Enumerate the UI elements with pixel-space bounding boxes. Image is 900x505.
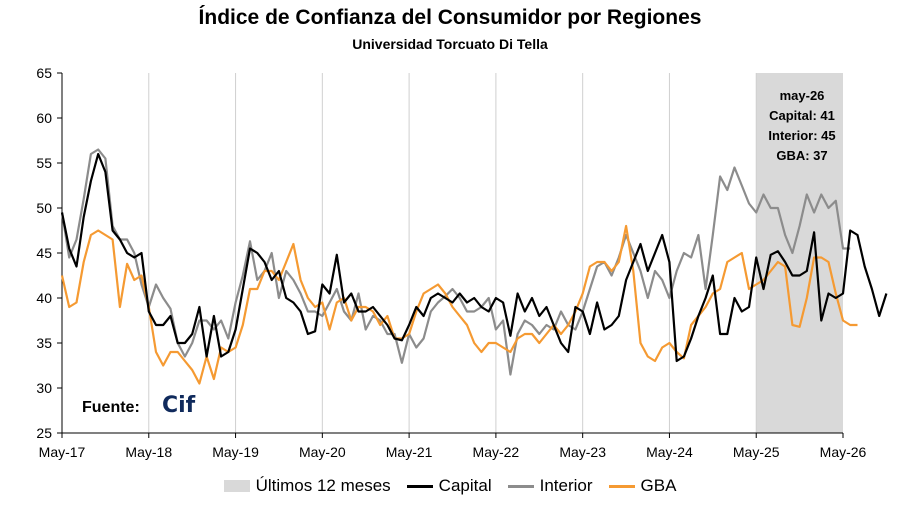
legend-swatch-capital <box>406 484 433 488</box>
source-text: Fuente: <box>82 399 140 416</box>
legend-label-interior: Interior <box>539 476 593 495</box>
x-tick-label: May-25 <box>733 444 780 460</box>
x-tick-label: May-23 <box>559 444 606 460</box>
y-tick-label: 60 <box>36 110 52 126</box>
y-tick-label: 50 <box>36 200 52 216</box>
legend-item-interior: Interior <box>507 476 593 496</box>
y-tick-label: 30 <box>36 380 52 396</box>
x-tick-label: May-17 <box>39 444 86 460</box>
legend: Últimos 12 meses Capital Interior GBA <box>0 474 900 498</box>
chart-title: Índice de Confianza del Consumidor por R… <box>198 6 702 29</box>
series-line-gba <box>60 224 858 385</box>
x-tick-label: May-22 <box>473 444 520 460</box>
y-tick-label: 35 <box>36 335 52 351</box>
series-line-capital <box>60 152 888 363</box>
legend-label-capital: Capital <box>438 476 492 495</box>
legend-swatch-interior <box>507 484 534 488</box>
cif-logo: Cif <box>162 393 196 418</box>
y-tick-label: 25 <box>36 425 52 441</box>
x-tick-label: May-21 <box>386 444 433 460</box>
chart-subtitle: Universidad Torcuato Di Tella <box>352 36 548 52</box>
annotation-date: may-26 <box>780 88 825 103</box>
annotation-interior: Interior: 45 <box>768 128 835 143</box>
legend-swatch-shade <box>223 480 250 492</box>
latest-values-annotation: may-26 Capital: 41 Interior: 45 GBA: 37 <box>768 88 835 163</box>
annotation-capital: Capital: 41 <box>769 108 835 123</box>
y-tick-label: 55 <box>36 155 52 171</box>
series-line-interior <box>60 148 851 376</box>
annotation-gba: GBA: 37 <box>776 148 827 163</box>
x-tick-label: May-18 <box>125 444 172 460</box>
legend-item-gba: GBA <box>608 476 677 496</box>
gridlines <box>148 73 757 433</box>
x-axis: May-17 May-18 May-19 May-20 May-21 May-22 May-… <box>39 432 867 460</box>
x-tick-label: May-26 <box>820 444 867 460</box>
y-tick-label: 65 <box>36 65 52 81</box>
x-tick-label: May-24 <box>646 444 693 460</box>
legend-label-shade: Últimos 12 meses <box>255 476 391 495</box>
legend-swatch-gba <box>608 484 635 488</box>
last-12-months-shade <box>756 73 843 433</box>
y-axis: 25 30 35 40 45 50 55 60 65 <box>36 65 63 441</box>
x-tick-label: May-19 <box>212 444 259 460</box>
y-tick-label: 40 <box>36 290 52 306</box>
y-tick-label: 45 <box>36 245 52 261</box>
legend-item-capital: Capital <box>406 476 492 496</box>
legend-item-shade: Últimos 12 meses <box>223 476 391 496</box>
x-tick-label: May-20 <box>299 444 346 460</box>
legend-label-gba: GBA <box>640 476 677 495</box>
source-label: Fuente: Cif <box>82 393 196 418</box>
series-lines <box>60 148 888 385</box>
